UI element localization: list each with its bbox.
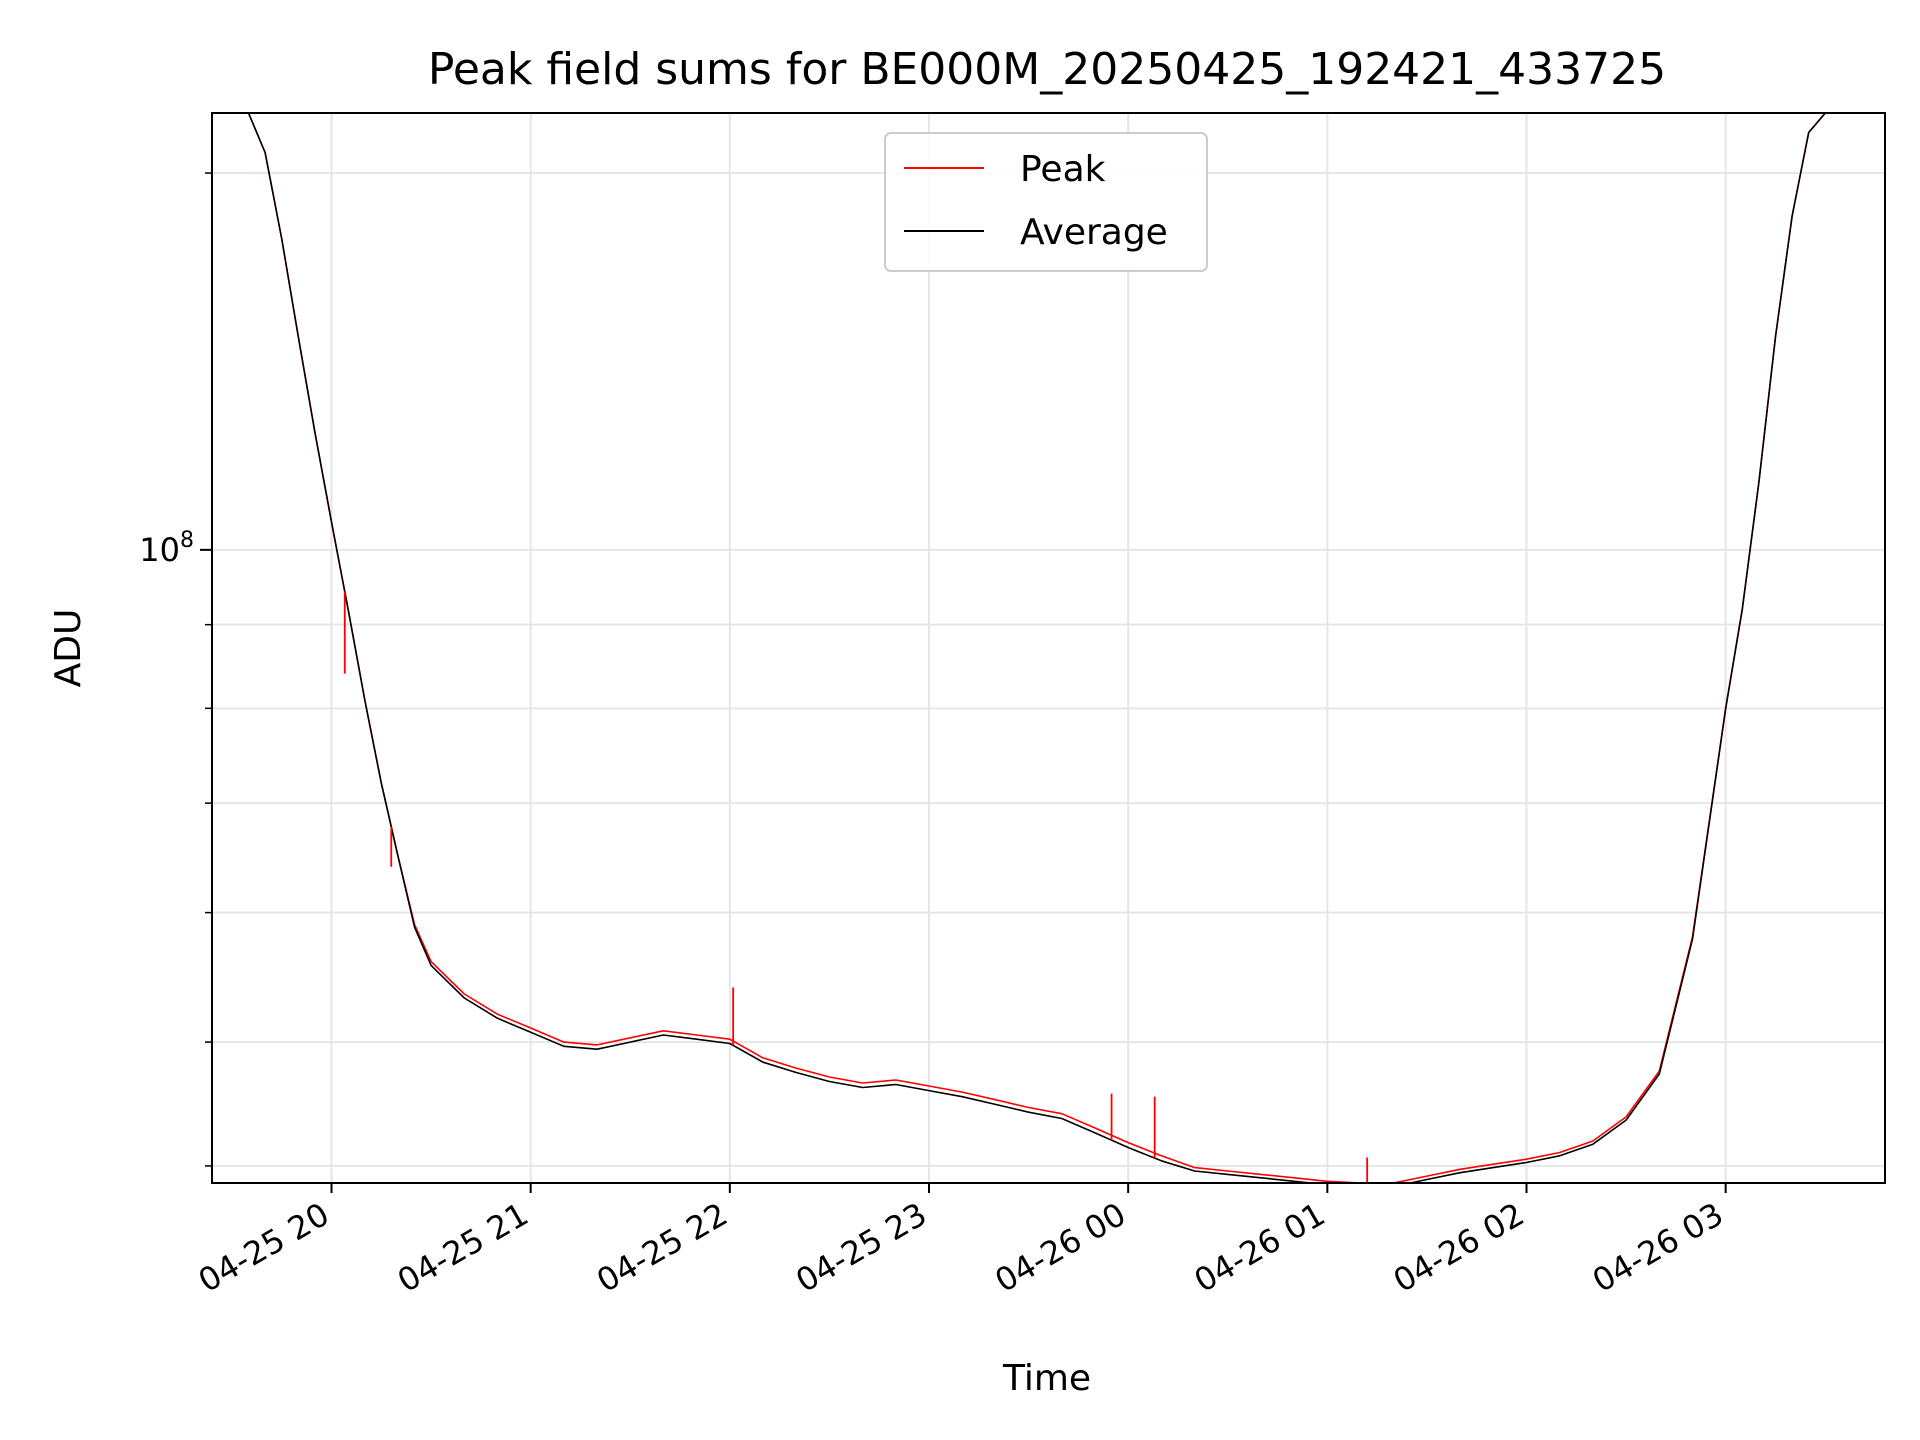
series-group xyxy=(212,113,1885,1183)
legend-label-average: Average xyxy=(1020,212,1168,253)
y-tick-label-base: 10 xyxy=(139,531,180,569)
y-tick-label: 108 xyxy=(139,528,194,569)
grid xyxy=(212,113,1885,1183)
x-axis-label: Time xyxy=(1002,1358,1091,1399)
series-line-average xyxy=(212,113,1885,1183)
legend-label-peak: Peak xyxy=(1020,149,1106,190)
y-axis-label: ADU xyxy=(48,609,89,688)
chart-title: Peak field sums for BE000M_20250425_1924… xyxy=(428,44,1666,95)
series-layer xyxy=(212,113,1885,1183)
y-tick-label-exponent: 8 xyxy=(180,528,194,553)
plot-frame xyxy=(211,112,1886,1184)
legend: Peak Average xyxy=(884,132,1208,272)
